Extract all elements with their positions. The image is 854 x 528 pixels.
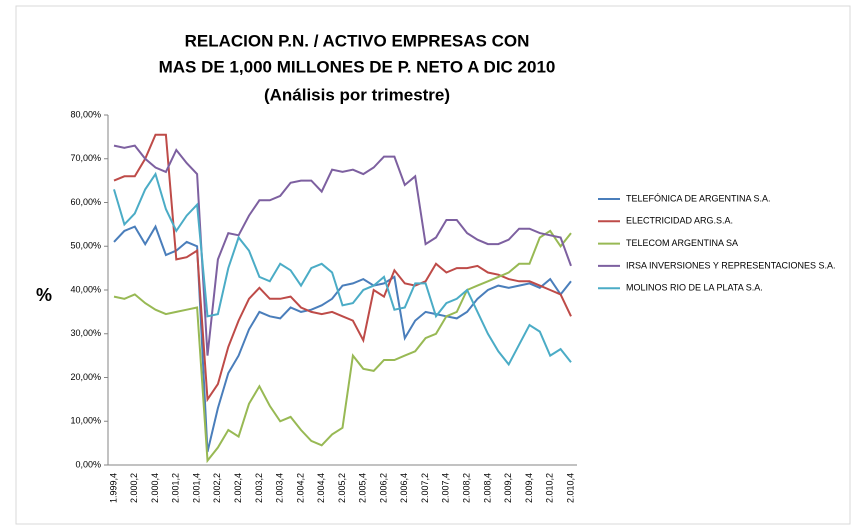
y-tick-label: 80,00% [70, 109, 101, 119]
legend-label: IRSA INVERSIONES Y REPRESENTACIONES S.A. [626, 260, 836, 270]
y-tick-label: 0,00% [75, 459, 101, 469]
x-tick-label: 2.005,2 [337, 473, 347, 503]
legend-label: ELECTRICIDAD ARG.S.A. [626, 216, 733, 226]
legend-label: TELEFÓNICA DE ARGENTINA S.A. [626, 193, 771, 203]
x-tick-label: 2.009,4 [524, 473, 534, 503]
chart-border [15, 5, 851, 525]
y-tick-label: 40,00% [70, 284, 101, 294]
x-tick-label: 2.010,4 [565, 473, 575, 503]
x-tick-label: 2.001,2 [171, 473, 181, 503]
legend-label: TELECOM ARGENTINA SA [626, 238, 738, 248]
x-tick-label: 2.001,4 [191, 473, 201, 503]
x-tick-label: 2.008,2 [462, 473, 472, 503]
y-tick-label: 20,00% [70, 372, 101, 382]
x-tick-label: 2.000,2 [129, 473, 139, 503]
y-tick-label: 70,00% [70, 153, 101, 163]
x-tick-label: 2.004,4 [316, 473, 326, 503]
series-line [113, 133, 572, 403]
x-tick-label: 2.002,4 [233, 473, 243, 503]
series-line [113, 229, 572, 464]
x-tick-label: 2.010,2 [545, 473, 555, 503]
y-tick-label: 30,00% [70, 328, 101, 338]
x-tick-label: 2.004,2 [295, 473, 305, 503]
x-tick-label: 2.002,2 [212, 473, 222, 503]
x-tick-label: 2.006,2 [378, 473, 388, 503]
chart-title: RELACION P.N. / ACTIVO EMPRESAS CON [185, 31, 530, 50]
series-line [113, 144, 572, 356]
x-tick-label: 2.007,2 [420, 473, 430, 503]
x-tick-label: 2.009,2 [503, 473, 513, 503]
x-tick-label: 2.000,4 [150, 473, 160, 503]
x-tick-label: 2.003,4 [275, 473, 285, 503]
x-tick-label: 2.003,2 [254, 473, 264, 503]
chart-title: MAS DE 1,000 MILLONES DE P. NETO A DIC 2… [159, 57, 556, 76]
legend-label: MOLINOS RIO DE LA PLATA S.A. [626, 283, 763, 293]
y-tick-label: 50,00% [70, 241, 101, 251]
y-tick-label: 60,00% [70, 197, 101, 207]
x-tick-label: 2.007,4 [441, 473, 451, 503]
x-tick-label: 2.006,4 [399, 473, 409, 503]
y-tick-label: 10,00% [70, 416, 101, 426]
x-tick-label: 1.999,4 [108, 473, 118, 503]
chart-subtitle: (Análisis por trimestre) [264, 85, 450, 104]
x-tick-label: 2.008,4 [482, 473, 492, 503]
y-axis-label: % [36, 285, 52, 305]
series-line [113, 224, 572, 453]
series-line [113, 171, 572, 367]
x-tick-label: 2.005,4 [358, 473, 368, 503]
